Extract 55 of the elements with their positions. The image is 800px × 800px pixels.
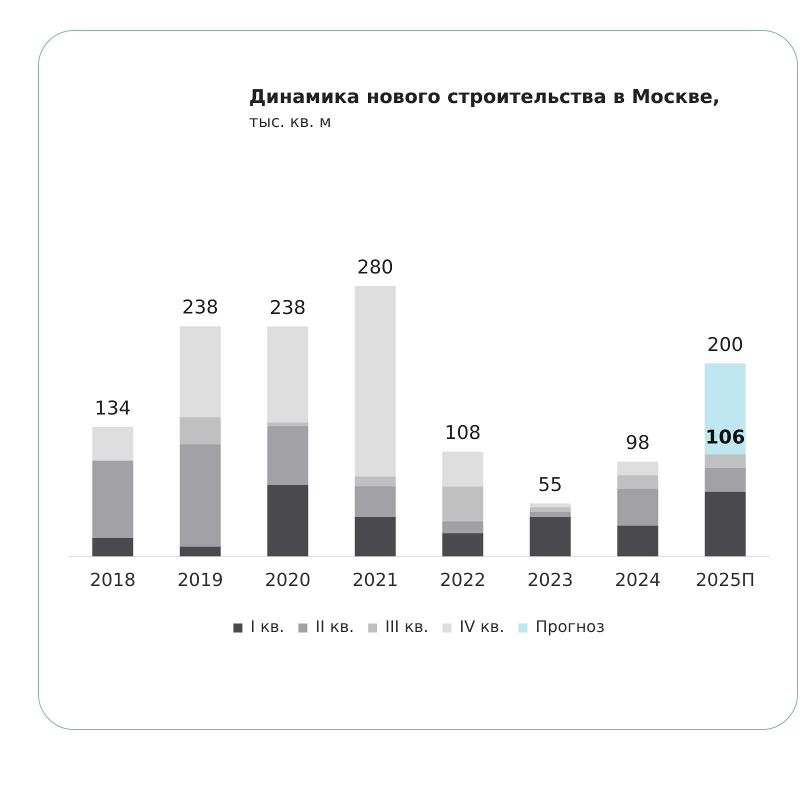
bar — [92, 538, 134, 556]
bar — [530, 516, 571, 556]
bar — [180, 417, 221, 444]
chart-subtitle: тыс. кв. м — [249, 112, 332, 131]
bar — [267, 422, 308, 426]
bar — [442, 452, 484, 487]
bar — [354, 286, 396, 476]
bar — [354, 516, 396, 556]
bar — [354, 486, 396, 517]
legend-label: Прогноз — [535, 617, 605, 636]
chart-title: Динамика нового строительства в Москве, — [249, 86, 720, 108]
bar — [180, 326, 221, 418]
bar — [267, 485, 308, 556]
bar — [530, 512, 571, 517]
x-tick-label: 2023 — [527, 570, 574, 591]
bar — [442, 522, 484, 534]
bar — [530, 503, 571, 508]
bar — [704, 492, 746, 556]
bar — [617, 475, 658, 489]
bar — [704, 363, 746, 454]
legend-label: IV кв. — [460, 617, 504, 636]
x-tick-label: 2025П — [696, 570, 755, 591]
x-tick-label: 2021 — [352, 570, 398, 591]
legend-label: I кв. — [250, 617, 284, 636]
annotation: 106 — [705, 426, 746, 449]
bar — [617, 462, 658, 476]
bar — [92, 426, 134, 461]
annotation: 134 — [94, 397, 131, 420]
x-tick-label: 2019 — [177, 570, 224, 591]
annotation: 238 — [182, 296, 218, 319]
bar — [442, 533, 484, 556]
bar — [267, 426, 308, 486]
bar — [442, 486, 484, 522]
bar — [617, 526, 658, 556]
x-tick-label: 2020 — [264, 570, 311, 591]
annotation: 55 — [538, 474, 562, 496]
bar — [617, 488, 658, 526]
bar — [180, 546, 221, 556]
bar — [530, 507, 571, 512]
annotation: 238 — [270, 296, 306, 319]
x-tick-label: 2022 — [440, 570, 486, 591]
annotation: 200 — [707, 334, 744, 356]
bar — [180, 444, 221, 547]
legend-label: III кв. — [385, 617, 429, 636]
annotation: 98 — [626, 432, 650, 454]
bar — [267, 326, 308, 422]
bar — [704, 468, 746, 492]
x-tick-label: 2018 — [90, 570, 136, 591]
bar — [354, 476, 396, 486]
annotation: 280 — [357, 256, 394, 278]
bar — [704, 454, 746, 468]
annotation: 108 — [444, 422, 481, 444]
x-tick-label: 2024 — [614, 570, 661, 591]
bar — [92, 460, 134, 538]
legend-label: II кв. — [315, 617, 354, 636]
